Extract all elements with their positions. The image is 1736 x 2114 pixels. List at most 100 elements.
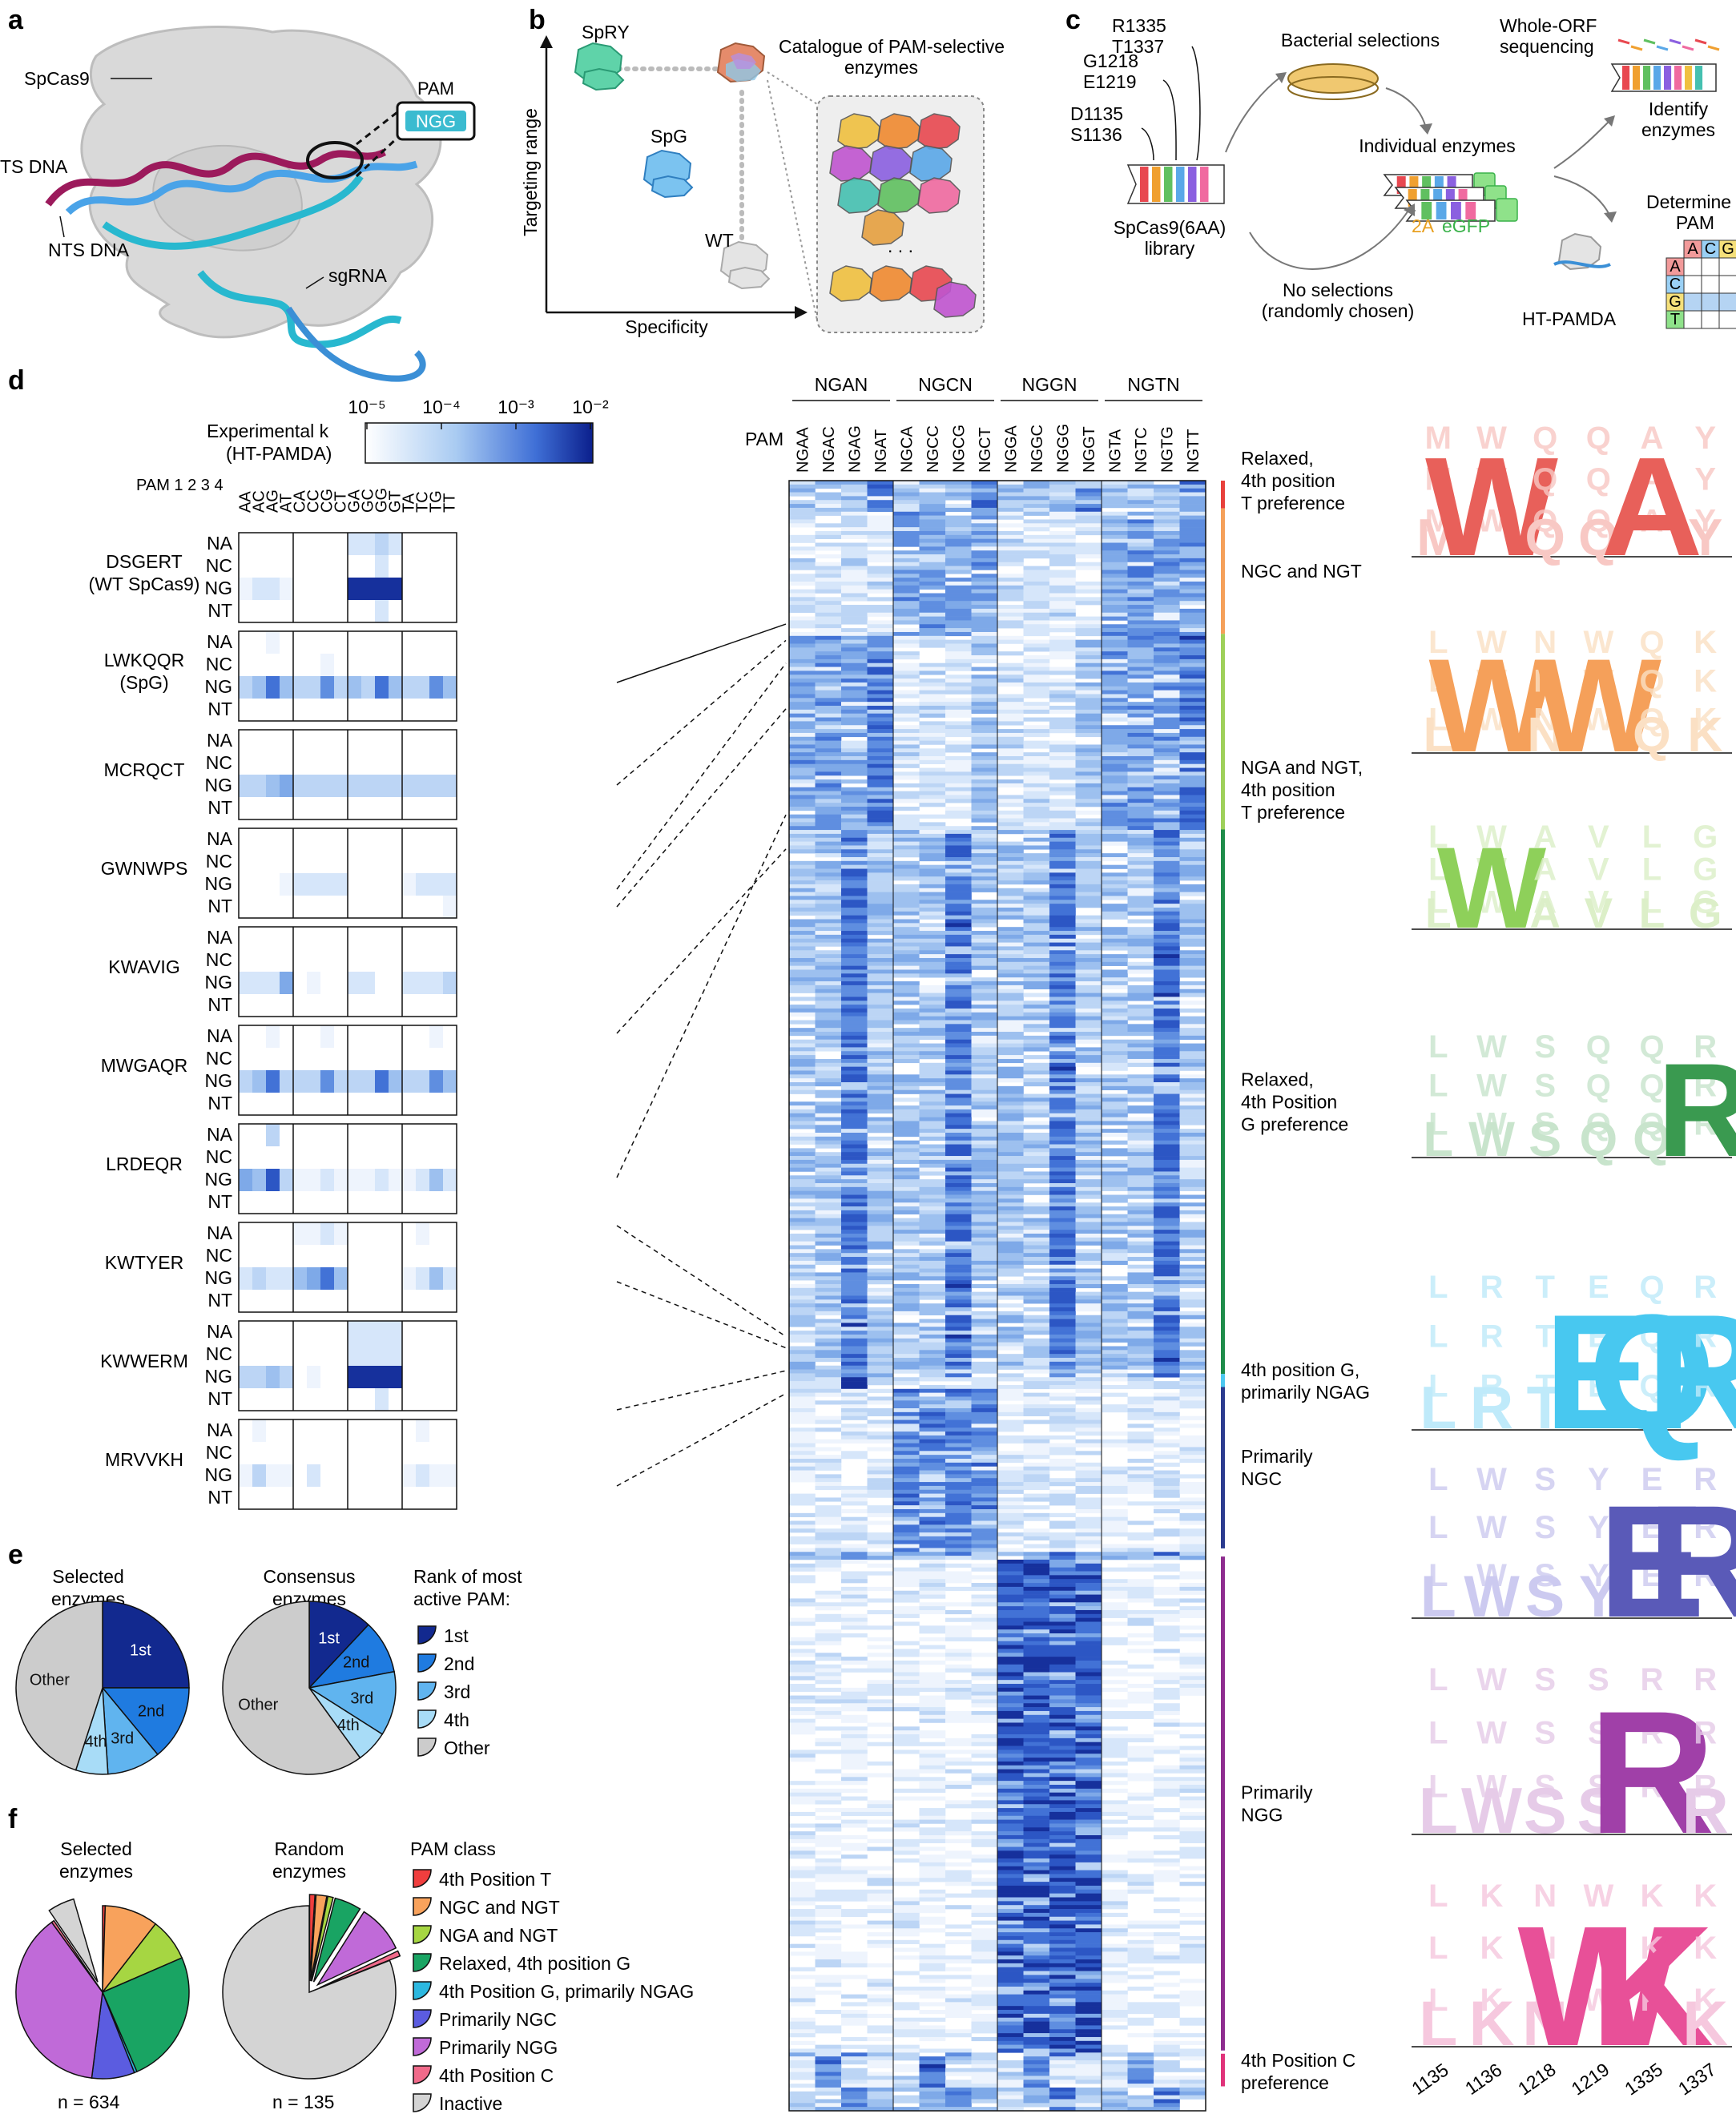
big-cell: [971, 1586, 998, 1592]
big-cell: [867, 1055, 894, 1060]
big-cell: [841, 1039, 868, 1044]
big-cell: [1023, 752, 1050, 757]
big-cell: [789, 538, 816, 543]
big-cell: [1127, 1354, 1154, 1359]
big-cell: [815, 1657, 842, 1661]
big-cell: [1023, 1016, 1050, 1021]
big-cell: [997, 1629, 1024, 1634]
big-cell: [997, 1680, 1024, 1685]
big-cell: [1023, 767, 1050, 772]
big-cell: [971, 1078, 998, 1083]
heat-cell: [307, 676, 320, 699]
big-cell: [867, 907, 894, 912]
big-cell: [1075, 1536, 1102, 1541]
big-cell: [1102, 698, 1128, 703]
indiv-ribbon-stripe: [1408, 189, 1417, 207]
big-cell: [1179, 957, 1206, 963]
big-cell: [789, 732, 816, 738]
big-cell: [971, 511, 998, 516]
big-cell: [1127, 931, 1154, 936]
big-cell: [867, 803, 894, 807]
big-cell: [841, 1381, 868, 1386]
catalogue-enzyme: [861, 209, 904, 246]
big-cell: [867, 1365, 894, 1370]
big-cell: [1154, 713, 1180, 718]
big-cell: [1154, 601, 1180, 606]
big-cell: [1102, 1699, 1128, 1704]
big-cell: [1075, 799, 1102, 803]
spg-enzyme-icon: [642, 149, 694, 199]
big-cell: [1049, 1190, 1076, 1195]
t1337-label: T1337: [1112, 36, 1164, 57]
big-cell: [919, 1323, 946, 1327]
big-cell: [841, 678, 868, 683]
big-cell: [945, 1230, 972, 1234]
big-cell: [1154, 1451, 1180, 1456]
big-cell: [997, 1392, 1024, 1397]
big-cell: [945, 558, 972, 563]
big-cell: [867, 1478, 894, 1483]
big-cell: [1102, 1051, 1128, 1056]
big-cell: [893, 1182, 920, 1188]
big-cell: [1102, 635, 1128, 640]
big-cell: [893, 1097, 920, 1102]
heat-cell: [416, 676, 429, 699]
big-cell: [1023, 1497, 1050, 1502]
big-cell: [841, 1001, 868, 1005]
big-cell: [1049, 1093, 1076, 1098]
row-label: NC: [206, 654, 232, 674]
big-cell: [893, 1540, 920, 1544]
big-cell: [867, 1435, 894, 1440]
big-cell: [815, 1039, 842, 1044]
big-cell: [1102, 1198, 1128, 1203]
big-cell: [815, 1237, 842, 1242]
big-cell: [1023, 1253, 1050, 1258]
big-cell: [1154, 1365, 1180, 1370]
big-cell: [893, 756, 920, 761]
big-cell: [919, 779, 946, 784]
big-cell: [1179, 1384, 1206, 1390]
big-cell: [971, 907, 998, 912]
big-cell: [1179, 721, 1206, 726]
panel-letter-d: d: [8, 365, 25, 396]
heat-cell: [280, 1267, 293, 1290]
big-cell: [1075, 1354, 1102, 1359]
big-cell: [1127, 1283, 1154, 1289]
big-cell: [919, 631, 946, 637]
big-cell: [1075, 919, 1102, 924]
big-cell: [1102, 1074, 1128, 1079]
heat-cell: [375, 1343, 389, 1366]
big-cell: [1049, 1264, 1076, 1269]
big-cell: [997, 1710, 1024, 1716]
big-cell: [1179, 1136, 1206, 1141]
big-cell: [971, 538, 998, 543]
heat-cell: [320, 1169, 334, 1191]
big-cell: [867, 658, 894, 664]
big-cell: [971, 876, 998, 881]
big-cell: [1075, 1055, 1102, 1060]
big-col-label: NGTT: [1185, 429, 1202, 473]
big-cell: [841, 1167, 868, 1172]
big-cell: [841, 946, 868, 951]
big-cell: [1049, 666, 1076, 671]
big-cell: [1023, 1202, 1050, 1207]
big-cell: [867, 1703, 894, 1708]
big-cell: [1179, 1590, 1206, 1595]
big-cell: [815, 732, 842, 738]
big-cell: [815, 771, 842, 776]
big-cell: [1154, 989, 1180, 993]
big-cell: [1023, 1718, 1050, 1723]
big-cell: [1127, 876, 1154, 881]
big-cell: [1049, 837, 1076, 842]
big-cell: [945, 655, 972, 660]
big-cell: [815, 1373, 842, 1378]
big-cell: [1127, 1125, 1154, 1129]
big-cell: [971, 740, 998, 745]
big-cell: [789, 1392, 816, 1397]
big-cell: [893, 1489, 920, 1494]
big-cell: [945, 566, 972, 570]
big-cell: [789, 484, 816, 489]
big-cell: [815, 589, 842, 594]
heat-cell: [389, 1070, 402, 1093]
big-cell: [1154, 748, 1180, 753]
